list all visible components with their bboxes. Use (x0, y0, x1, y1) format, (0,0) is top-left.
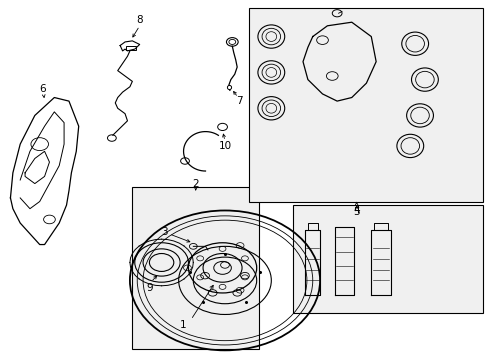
Bar (132, 187, 259, 348)
Text: 2: 2 (192, 179, 199, 189)
Bar (126, 46, 136, 50)
Text: 6: 6 (39, 84, 45, 94)
Text: 10: 10 (218, 141, 231, 151)
Text: 4: 4 (353, 206, 359, 216)
Bar (293, 205, 483, 313)
Text: 9: 9 (146, 283, 152, 293)
Text: 1: 1 (180, 320, 186, 330)
Text: 3: 3 (161, 227, 167, 237)
Text: 7: 7 (236, 96, 243, 106)
Text: 5: 5 (353, 207, 359, 217)
Bar (249, 8, 483, 202)
Text: 8: 8 (136, 15, 142, 26)
